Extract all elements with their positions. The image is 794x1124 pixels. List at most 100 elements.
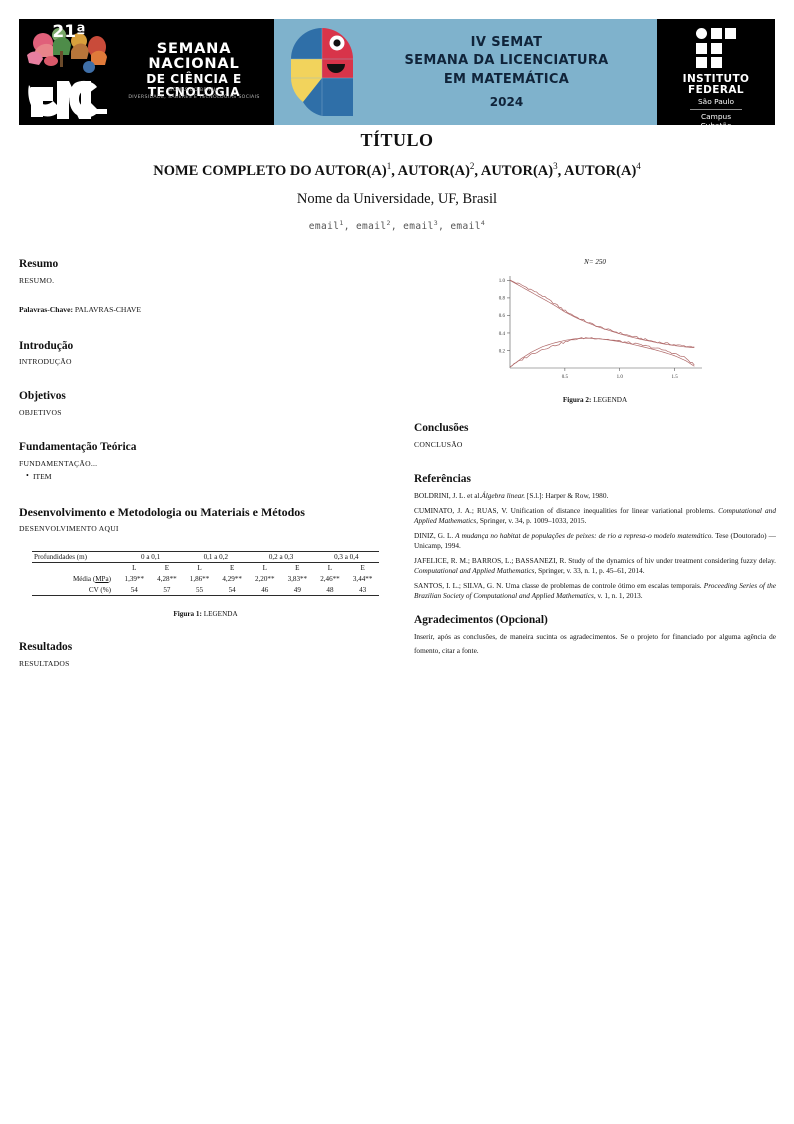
email-3-mark: 3 xyxy=(433,218,439,227)
title-block: TÍTULO NOME COMPLETO DO AUTOR(A)1, AUTOR… xyxy=(19,126,775,232)
right-column: N= 250 0.2 0.4 0.6 0.8 1.0 0.5 1.0 1.5 Figura 2… xyxy=(414,258,776,657)
chart-title-var: N xyxy=(584,258,589,266)
email-2: email xyxy=(355,220,387,232)
section-body-objetivos: OBJETIVOS xyxy=(19,408,62,418)
section-body-introducao: INTRODUÇÃO xyxy=(19,357,72,367)
table-header-depth: Profundidades (m) xyxy=(32,550,118,564)
section-body-resultados: RESULTADOS xyxy=(19,658,70,668)
reference-authors: JAFELICE, R. M.; BARROS, L.; BASSANEZI, … xyxy=(414,555,776,565)
table-cell: 49 xyxy=(281,584,314,596)
reference-title: Álgebra linear. xyxy=(481,491,526,501)
section-body-agradecimentos: Inserir, após as conclusões, de maneira … xyxy=(414,632,776,655)
table-cell: 1,39** xyxy=(124,575,145,584)
snct-illustration-icon: 21ª xyxy=(27,22,107,119)
section-body-conclusoes: CONCLUSÃO xyxy=(414,439,463,449)
section-body-desenvolvimento: DESENVOLVIMENTO AQUI xyxy=(19,523,119,533)
chart-series-line xyxy=(509,337,695,368)
section-heading-resultados: Resultados xyxy=(19,640,73,653)
author-4-mark: 4 xyxy=(636,161,641,171)
reference-entry: BOLDRINI, J. L. et al.Álgebra linear. [S… xyxy=(414,491,776,501)
table-subheader: L xyxy=(262,564,267,573)
section-body-resumo: RESUMO. xyxy=(19,275,55,285)
ifsp-campus-label: Campus xyxy=(700,112,732,122)
author-3: AUTOR(A) xyxy=(480,162,554,179)
keywords-line: Palavras-Chave: PALAVRAS-CHAVE xyxy=(19,305,389,314)
figure-2-label: Figura 2: xyxy=(562,396,592,404)
table-row: Profundidades (m) 0 a 0,1 0,1 a 0,2 0,2 … xyxy=(32,550,379,564)
page-title: TÍTULO xyxy=(360,130,434,150)
table-group-3: 0,2 a 0,3 xyxy=(248,550,314,564)
author-2: AUTOR(A) xyxy=(397,162,470,179)
x-axis-tick-label: 0.5 xyxy=(562,375,569,380)
table-cell: 1,86** xyxy=(189,575,210,584)
table-subheader: L xyxy=(132,564,137,573)
section-heading-resumo: Resumo xyxy=(19,258,59,270)
table-subheader: E xyxy=(229,564,235,573)
table-cell: 43 xyxy=(346,584,379,596)
reference-title: A mudança no habitat de populações de pe… xyxy=(453,530,714,540)
y-axis-tick-label: 0.4 xyxy=(499,332,506,337)
figure-1-caption: Figura 1: LEGENDA xyxy=(32,610,379,618)
table-row: CV (%) 54 57 55 54 46 49 48 43 xyxy=(32,584,379,596)
table-subheader: E xyxy=(164,564,170,573)
email-1: email xyxy=(308,220,340,232)
table-cell: 46 xyxy=(248,584,282,596)
author-3-mark: 3 xyxy=(553,161,558,171)
ifsp-state: São Paulo xyxy=(697,97,734,107)
reference-authors: CUMINATO, J. A.; RUAS, V. Unification of… xyxy=(414,506,715,516)
y-axis-tick-label: 0.8 xyxy=(499,297,506,302)
author-1: NOME COMPLETO DO AUTOR(A) xyxy=(153,162,387,179)
section-heading-introducao: Introdução xyxy=(19,339,74,352)
semat-line3: EM MATEMÁTICA xyxy=(443,72,570,87)
table-subheader: L xyxy=(327,564,333,573)
table-cell: 4,29** xyxy=(222,575,242,584)
ifsp-logo-panel: INSTITUTO FEDERAL São Paulo Campus Cubat… xyxy=(657,19,775,125)
chart-canvas: 0.2 0.4 0.6 0.8 1.0 0.5 1.0 1.5 xyxy=(499,276,702,380)
snct-logo-panel: 21ª SEMANA NACIONAL DE CIÊNCIA E TECNOLO… xyxy=(19,19,274,125)
reference-entry: SANTOS, I. L.; SILVA, G. N. Uma classe d… xyxy=(414,581,776,601)
table-row-label-cv: CV (%) xyxy=(32,584,118,596)
email-2-mark: 2 xyxy=(386,218,391,227)
table-group-4: 0,3 a 0,4 xyxy=(313,550,379,564)
section-heading-agradecimentos: Agradecimentos (Opcional) xyxy=(414,613,548,626)
results-table: Profundidades (m) 0 a 0,1 0,1 a 0,2 0,2 … xyxy=(32,550,379,596)
reference-title: Proceeding Series of the Brazilian Socie… xyxy=(414,580,776,600)
table-subheader: E xyxy=(360,564,365,573)
reference-entry: DINIZ, G. L. A mudança no habitat de pop… xyxy=(414,531,776,551)
author-2-mark: 2 xyxy=(469,161,475,171)
reference-source: Springer, v. 34, p. 1009–1033, 2015. xyxy=(478,516,587,526)
x-axis-tick-label: 1.0 xyxy=(617,375,624,380)
semat-year: 2024 xyxy=(489,95,524,110)
snct-subtitle-group: BIOMAS DO BRASIL: DIVERSIDADE, SABERES E… xyxy=(115,87,273,101)
y-axis-tick-label: 0.6 xyxy=(499,314,506,319)
table-cell: 57 xyxy=(150,584,184,596)
table-group-1: 0 a 0,1 xyxy=(118,550,184,564)
figure-2-text: LEGENDA xyxy=(593,396,628,404)
reference-authors: DINIZ, G. L. xyxy=(414,530,454,540)
chart-series-line xyxy=(509,280,695,349)
semat-line1: IV SEMAT xyxy=(470,34,543,50)
fundamentacao-item-list: ITEM xyxy=(19,470,389,482)
snct-title-group: SEMANA NACIONAL DE CIÊNCIA E TECNOLOGIA xyxy=(115,41,273,100)
table-subheader: E xyxy=(295,564,300,573)
snct-sub1: BIOMAS DO BRASIL: xyxy=(167,88,221,93)
section-heading-objetivos: Objetivos xyxy=(19,390,66,403)
reference-title: Computational and Applied Mathematics, xyxy=(414,566,537,576)
x-axis-tick-label: 1.5 xyxy=(671,375,678,380)
snct-edition-label: 21ª xyxy=(52,22,85,42)
table-row: Média (MPa) 1,39** 4,28** 1,86** 4,29** … xyxy=(32,574,379,585)
keywords-label: Palavras-Chave: xyxy=(19,304,73,314)
chart-series-line xyxy=(509,279,695,348)
event-banner: 21ª SEMANA NACIONAL DE CIÊNCIA E TECNOLO… xyxy=(19,19,775,125)
email-list: email1, email2, email3, email4 xyxy=(308,218,486,232)
list-item: ITEM xyxy=(26,470,389,482)
ifsp-grid-icon xyxy=(696,28,736,68)
semat-line2: SEMANA DA LICENCIATURA xyxy=(404,52,609,68)
left-column: Resumo RESUMO. Palavras-Chave: PALAVRAS-… xyxy=(19,258,389,669)
table-subheader: L xyxy=(197,564,202,573)
email-3: email xyxy=(403,220,434,232)
reference-source: [S.l.]: Harper & Row, 1980. xyxy=(525,491,609,501)
semat-title-group: IV SEMAT SEMANA DA LICENCIATURA EM MATEM… xyxy=(360,19,653,125)
table-cell: 2,46** xyxy=(320,575,340,584)
figure-1-text: LEGENDA xyxy=(203,609,238,618)
